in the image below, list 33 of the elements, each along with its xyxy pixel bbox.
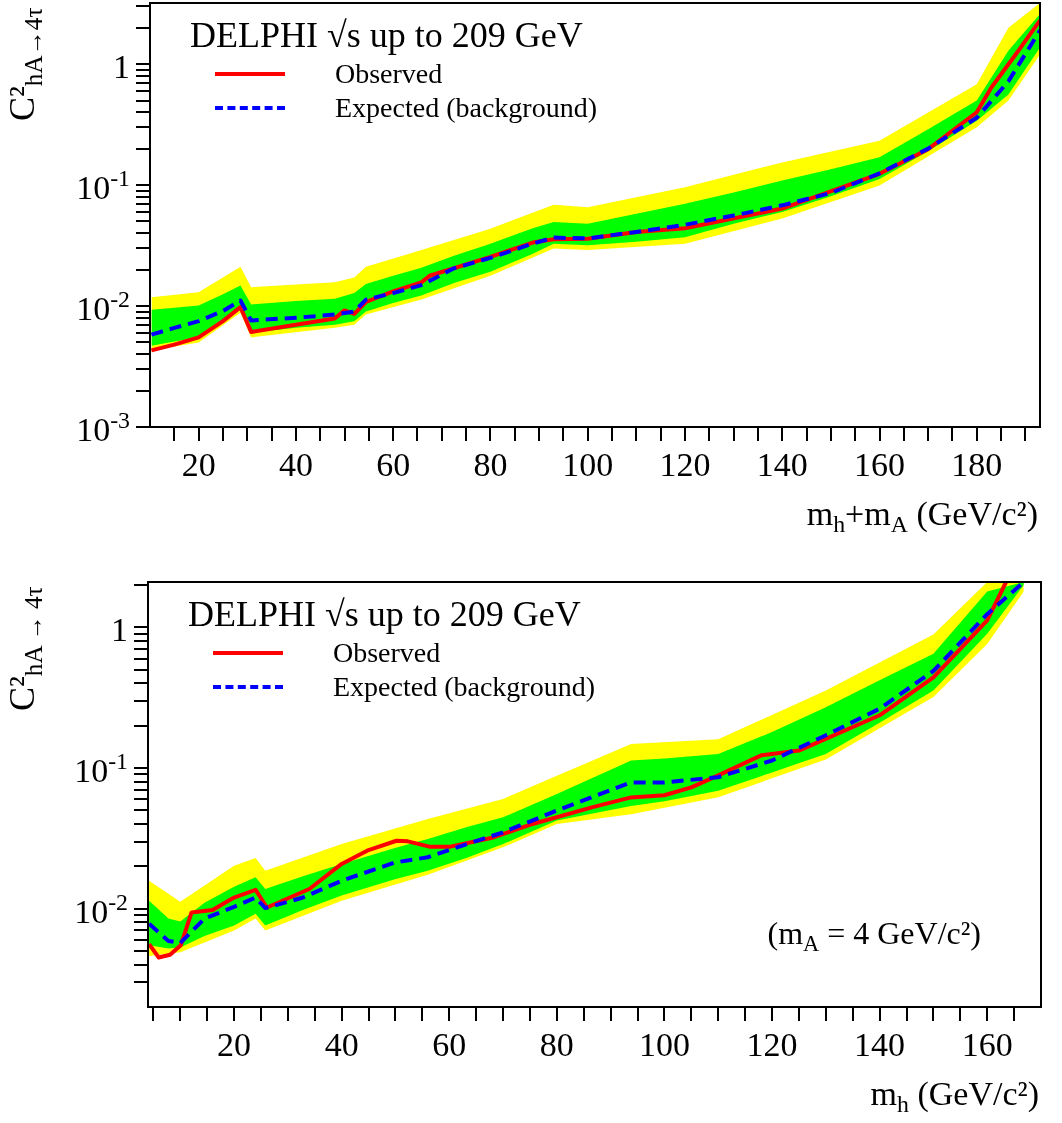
y-tick-label: 10$^{-2}$ bbox=[76, 285, 130, 328]
x-tick-label: 60 bbox=[376, 446, 411, 484]
legend-label: Expected (background) bbox=[333, 671, 595, 702]
x-tick-label: 60 bbox=[432, 1026, 467, 1064]
x-tick-label: 40 bbox=[278, 446, 313, 484]
x-tick-label: 20 bbox=[217, 1026, 252, 1064]
legend-label: Observed bbox=[335, 58, 443, 89]
x-tick-label: 80 bbox=[539, 1026, 574, 1064]
x-tick-label: 140 bbox=[756, 446, 808, 484]
y-tick-label: 10$^{-1}$ bbox=[74, 747, 128, 789]
x-tick-label: 100 bbox=[638, 1026, 690, 1064]
legend-title: DELPHI √s up to 209 GeV bbox=[188, 594, 582, 634]
legend-label: Observed bbox=[333, 637, 441, 668]
x-tick-label: 40 bbox=[324, 1026, 359, 1064]
y-tick-label: 10$^{-1}$ bbox=[76, 164, 130, 207]
x-tick-label: 160 bbox=[854, 446, 906, 484]
x-tick-label: 120 bbox=[659, 446, 711, 484]
annotation: (m$_{A}$ = 4 GeV/c²) bbox=[767, 915, 981, 956]
y-tick-label: 10$^{-3}$ bbox=[76, 406, 130, 448]
y-tick-label: 10$^{-2}$ bbox=[74, 888, 128, 930]
x-tick-label: 120 bbox=[746, 1026, 798, 1064]
x-tick-label: 100 bbox=[562, 446, 614, 484]
legend-label: Expected (background) bbox=[335, 92, 597, 123]
x-tick-label: 80 bbox=[473, 446, 508, 484]
x-axis-title: m$_{h}$+m$_{A}$ (GeV/c²) bbox=[806, 495, 1038, 538]
x-axis-title: m$_{h}$ (GeV/c²) bbox=[870, 1075, 1039, 1118]
y-tick-label: 1 bbox=[113, 48, 130, 86]
x-tick-label: 140 bbox=[854, 1026, 906, 1064]
legend-title: DELPHI √s up to 209 GeV bbox=[190, 15, 584, 55]
x-tick-label: 180 bbox=[951, 446, 1003, 484]
x-tick-label: 20 bbox=[181, 446, 216, 484]
y-tick-label: 1 bbox=[111, 611, 128, 649]
x-tick-label: 160 bbox=[961, 1026, 1013, 1064]
